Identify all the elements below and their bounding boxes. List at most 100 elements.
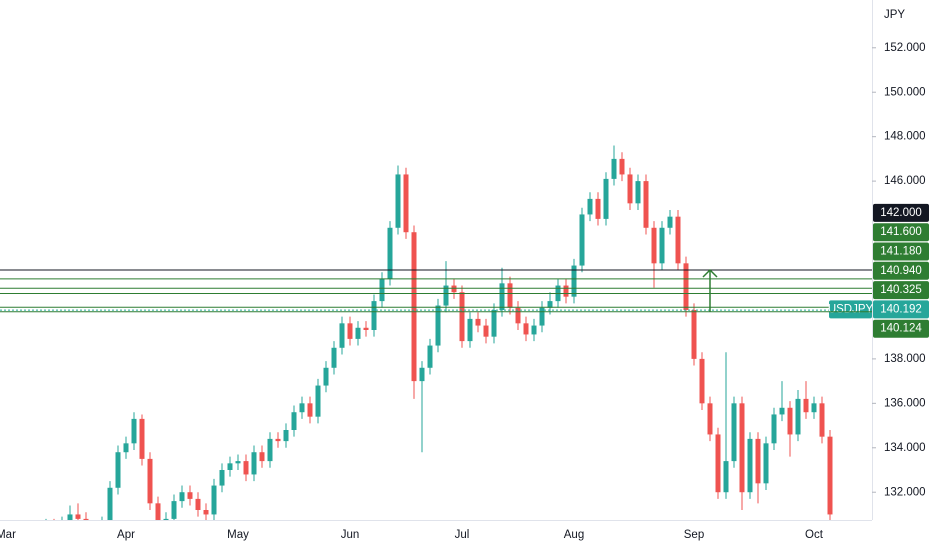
candle-body: [515, 307, 521, 324]
candle-body: [203, 510, 209, 515]
candle-body: [771, 414, 777, 444]
candle-body: [803, 398, 809, 413]
candle-body: [12, 541, 17, 548]
currency-label: JPY: [884, 9, 905, 21]
candle-body: [235, 461, 241, 464]
y-tick-label: 152.000: [884, 42, 926, 54]
candle-body: [467, 318, 473, 342]
level-label: 140.325: [880, 284, 922, 296]
x-tick-label: May: [227, 529, 249, 541]
level-label-box: [873, 281, 929, 300]
candle-body: [187, 492, 193, 499]
candle-body: [36, 532, 41, 543]
level-label: 141.600: [880, 226, 922, 238]
candle-body: [683, 263, 689, 310]
candle-body: [427, 345, 433, 368]
candle-body: [619, 158, 625, 175]
candle-body: [251, 452, 257, 475]
x-tick-label: Jul: [455, 529, 470, 541]
candle-body: [371, 301, 377, 330]
candle-body: [179, 492, 185, 502]
symbol-label: USDJPY: [828, 303, 874, 315]
candle-body: [115, 452, 121, 488]
candle-body: [387, 227, 393, 279]
candle-body: [419, 367, 425, 382]
candle-body: [811, 403, 817, 413]
level-label: 140.940: [880, 265, 922, 277]
candle-body: [331, 347, 337, 368]
candle-body: [563, 285, 569, 297]
candle-body: [459, 292, 465, 342]
candle-body: [739, 403, 745, 493]
candle-body: [411, 232, 417, 382]
candle-body: [579, 214, 585, 266]
x-tick-label: Apr: [117, 529, 135, 541]
candle-body: [100, 523, 105, 532]
y-tick-label: 134.000: [884, 442, 926, 454]
candle-body: [259, 452, 265, 462]
level-label: 140.124: [880, 323, 922, 335]
y-tick-label: 148.000: [884, 131, 926, 143]
candle-body: [587, 198, 593, 215]
candle-body: [83, 518, 89, 520]
candle-body: [779, 407, 785, 415]
candle-body: [28, 537, 33, 544]
y-tick-label: 138.000: [884, 353, 926, 365]
candle-body: [675, 216, 681, 264]
candle-body: [403, 174, 409, 233]
candle-body: [731, 403, 737, 462]
candle-body: [755, 438, 761, 484]
candle-body: [651, 227, 657, 264]
candles: [12, 145, 833, 548]
candle-body: [723, 461, 729, 493]
candle-body: [283, 430, 289, 442]
candle-body: [347, 323, 353, 339]
candle-body: [595, 198, 601, 219]
candle-body: [363, 327, 369, 330]
candle-body: [707, 403, 713, 435]
candle-body: [155, 503, 161, 520]
candle-body: [67, 514, 73, 520]
candle-body: [60, 523, 65, 530]
x-tick-label: Sep: [684, 529, 704, 541]
level-label: 140.192: [880, 303, 922, 315]
y-tick-label: 146.000: [884, 175, 926, 187]
candle-body: [44, 526, 49, 533]
level-label-box: [873, 300, 929, 319]
candle-body: [627, 174, 633, 204]
candle-body: [603, 178, 609, 219]
candle-body: [107, 487, 113, 520]
candle-body: [747, 438, 753, 493]
candle-body: [451, 285, 457, 293]
candle-body: [547, 301, 553, 308]
level-label-box: [873, 261, 929, 280]
candle-body: [315, 385, 321, 417]
candle-body: [819, 403, 825, 437]
candle-body: [355, 327, 361, 339]
candle-body: [787, 407, 793, 435]
candle-body: [20, 537, 25, 541]
candle-body: [227, 463, 233, 470]
candle-body: [123, 443, 129, 453]
candle-body: [475, 318, 481, 326]
candle-body: [131, 418, 137, 444]
candle-body: [499, 283, 505, 310]
candle-body: [699, 358, 705, 404]
candle-body: [171, 501, 177, 519]
candle-body: [291, 412, 297, 430]
candle-body: [443, 285, 449, 306]
candle-body: [539, 307, 545, 326]
level-label: 142.000: [880, 207, 922, 219]
candle-body: [299, 403, 305, 413]
candle-body: [659, 227, 665, 264]
candle-body: [195, 498, 201, 510]
candle-body: [435, 305, 441, 346]
candle-body: [147, 458, 153, 504]
candle-body: [163, 518, 169, 520]
level-label: 141.180: [880, 246, 922, 258]
x-tick-label: Jun: [341, 529, 360, 541]
level-label-box: [873, 319, 929, 338]
candle-body: [763, 443, 769, 484]
candle-body: [483, 325, 489, 337]
